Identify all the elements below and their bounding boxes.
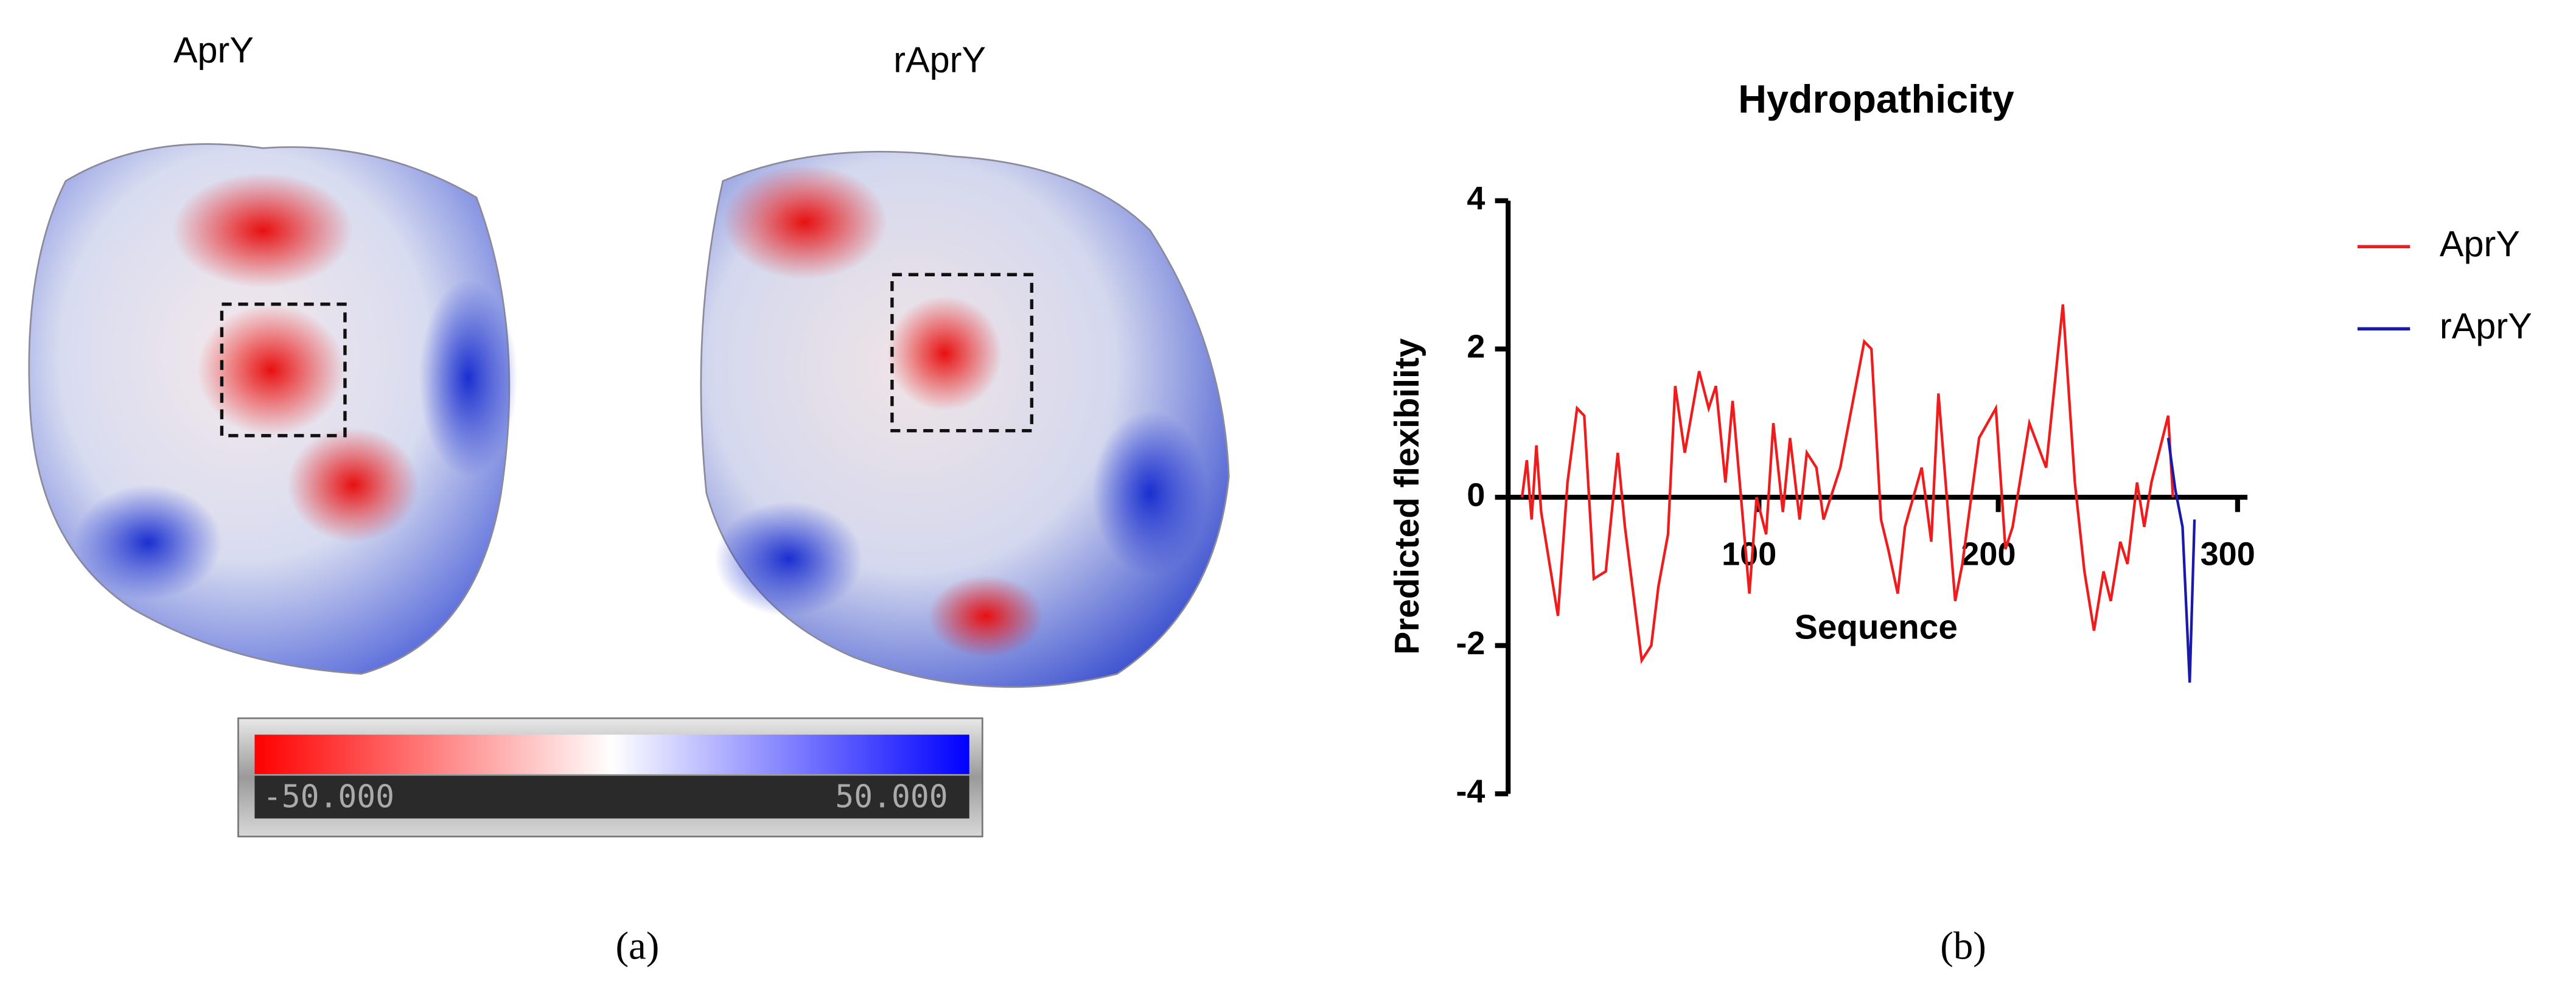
x-axis-label: Sequence: [1795, 608, 1958, 646]
series-line: [2166, 438, 2196, 683]
y-tick-label: -4: [1456, 774, 1485, 810]
y-axis-label: Predicted flexibility: [1388, 338, 1426, 654]
panel-label: (a): [615, 924, 659, 968]
x-tick-label: 300: [2201, 536, 2255, 573]
y-tick-label: -2: [1456, 625, 1485, 662]
y-tick-label: 4: [1467, 180, 1485, 217]
y-tick-label: 2: [1467, 329, 1485, 365]
protein-surface-apry: [28, 143, 518, 675]
structure-label: rAprY: [893, 40, 986, 80]
x-tick-label: 100: [1722, 536, 1776, 573]
structure-label: AprY: [173, 29, 254, 70]
legend-label: rAprY: [2440, 306, 2532, 346]
color-bar-max: 50.000: [835, 778, 948, 815]
color-bar: -50.000 50.000: [237, 717, 983, 837]
series-line: [1520, 304, 2174, 665]
y-tick-label: 0: [1467, 477, 1485, 513]
panel-label: (b): [1940, 924, 1986, 968]
chart-title: Hydropathicity: [1738, 77, 2014, 121]
color-bar-min: -50.000: [263, 778, 394, 815]
protein-surface-rapry: [700, 150, 1230, 688]
legend-label: AprY: [2440, 223, 2520, 264]
